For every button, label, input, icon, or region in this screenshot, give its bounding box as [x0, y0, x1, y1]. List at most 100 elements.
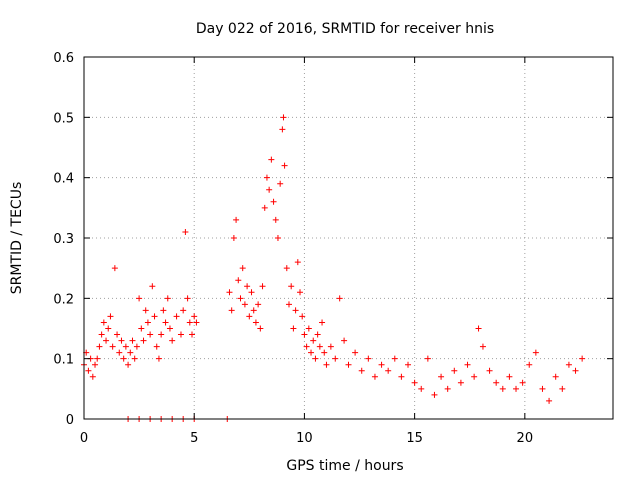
data-point [532, 349, 539, 356]
data-point [312, 355, 319, 362]
data-point [444, 385, 451, 392]
chart-title: Day 022 of 2016, SRMTID for receiver hni… [196, 21, 494, 37]
data-point [398, 373, 405, 380]
data-point [138, 325, 145, 332]
data-point [129, 337, 136, 344]
data-point [268, 156, 275, 163]
data-point [572, 367, 579, 374]
x-tick-label: 0 [80, 431, 88, 446]
data-point [323, 361, 330, 368]
data-point [263, 174, 270, 181]
data-point [546, 397, 553, 404]
data-point [136, 295, 143, 302]
data-point [133, 343, 140, 350]
data-point [305, 325, 312, 332]
data-point [173, 313, 180, 320]
data-point [164, 295, 171, 302]
data-point [177, 331, 184, 338]
x-tick-label: 20 [517, 431, 534, 446]
data-point [303, 343, 310, 350]
data-point [169, 337, 176, 344]
data-point [475, 325, 482, 332]
data-point [259, 283, 266, 290]
data-point [290, 325, 297, 332]
data-point [250, 307, 257, 314]
data-point [235, 277, 242, 284]
data-point [358, 367, 365, 374]
data-point [341, 337, 348, 344]
data-point [424, 355, 431, 362]
data-point [255, 301, 262, 308]
data-point [405, 361, 412, 368]
data-point [246, 313, 253, 320]
data-point [371, 373, 378, 380]
data-point [385, 367, 392, 374]
data-point [431, 391, 438, 398]
data-point [149, 283, 156, 290]
data-point [301, 331, 308, 338]
data-point [464, 361, 471, 368]
data-point [378, 361, 385, 368]
x-tick-label: 15 [406, 431, 423, 446]
data-point [299, 313, 306, 320]
data-point [144, 319, 151, 326]
y-tick-labels: 0 0.1 0.2 0.3 0.4 0.5 0.6 [53, 51, 74, 428]
data-point [319, 319, 326, 326]
y-tick-label: 0.1 [53, 353, 74, 368]
grid-layer [84, 57, 613, 419]
data-point [418, 385, 425, 392]
data-point [241, 301, 248, 308]
data-point [89, 373, 96, 380]
data-point [506, 373, 513, 380]
data-point [277, 180, 284, 187]
data-point [281, 162, 288, 169]
data-point [261, 204, 268, 211]
data-point [519, 379, 526, 386]
data-point [120, 355, 127, 362]
data-point [526, 361, 533, 368]
data-point [285, 301, 292, 308]
data-point [226, 289, 233, 296]
data-point [314, 331, 321, 338]
data-point [189, 331, 196, 338]
data-point [552, 373, 559, 380]
data-point [283, 265, 290, 272]
data-point [109, 343, 116, 350]
data-point [166, 325, 173, 332]
data-point [186, 319, 193, 326]
data-point [184, 295, 191, 302]
data-point [479, 343, 486, 350]
data-point [142, 307, 149, 314]
data-point [288, 283, 295, 290]
data-point [279, 126, 286, 133]
y-tick-label: 0.4 [53, 172, 74, 187]
data-point [193, 319, 200, 326]
data-point [321, 349, 328, 356]
data-point [155, 355, 162, 362]
data-point [272, 216, 279, 223]
data-point [565, 361, 572, 368]
data-point [111, 265, 118, 272]
data-point [122, 343, 129, 350]
y-axis-label: SRMTID / TECUs [9, 182, 25, 295]
x-axis-label: GPS time / hours [286, 458, 403, 474]
x-tick-label: 10 [296, 431, 313, 446]
data-point [160, 307, 167, 314]
data-point [237, 295, 244, 302]
data-point [270, 198, 277, 205]
data-point [107, 313, 114, 320]
data-point [579, 355, 586, 362]
data-point [244, 283, 251, 290]
data-point [499, 385, 506, 392]
data-point [539, 385, 546, 392]
data-point [191, 313, 198, 320]
data-point [297, 289, 304, 296]
data-point [457, 379, 464, 386]
data-point [96, 343, 103, 350]
data-point [365, 355, 372, 362]
data-point [274, 235, 281, 241]
y-tick-label: 0 [66, 413, 74, 428]
data-point [308, 349, 315, 356]
data-point [248, 289, 255, 296]
